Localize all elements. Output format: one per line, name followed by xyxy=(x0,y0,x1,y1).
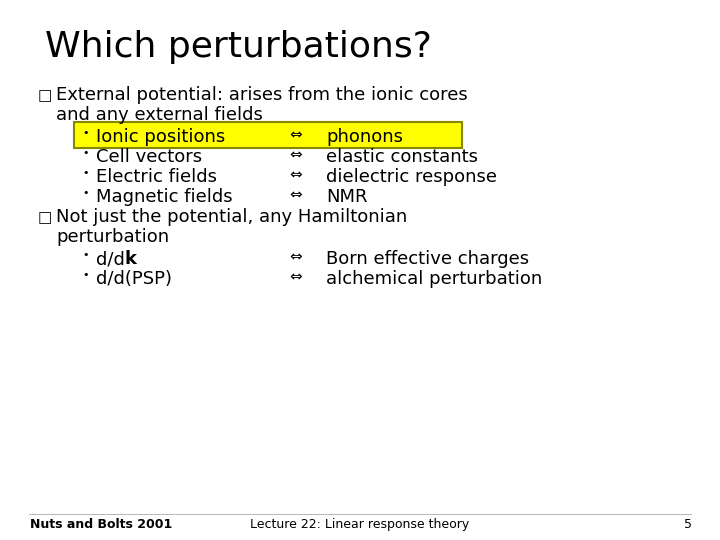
Text: Nuts and Bolts 2001: Nuts and Bolts 2001 xyxy=(30,518,172,531)
Text: ⇔: ⇔ xyxy=(289,188,302,203)
Text: d/d: d/d xyxy=(96,250,125,268)
Text: d/d(PSP): d/d(PSP) xyxy=(96,270,172,288)
FancyBboxPatch shape xyxy=(74,122,462,148)
Text: Born effective charges: Born effective charges xyxy=(326,250,529,268)
Text: •: • xyxy=(82,168,89,178)
Text: 5: 5 xyxy=(684,518,692,531)
Text: Not just the potential, any Hamiltonian: Not just the potential, any Hamiltonian xyxy=(56,208,408,226)
Text: ⇔: ⇔ xyxy=(289,128,302,143)
Text: Ionic positions: Ionic positions xyxy=(96,128,225,146)
Text: and any external fields: and any external fields xyxy=(56,106,263,124)
Text: •: • xyxy=(82,188,89,198)
Text: dielectric response: dielectric response xyxy=(326,168,497,186)
Text: □: □ xyxy=(38,88,53,103)
Text: •: • xyxy=(82,148,89,158)
Text: •: • xyxy=(82,270,89,280)
Text: □: □ xyxy=(38,210,53,225)
Text: NMR: NMR xyxy=(326,188,367,206)
Text: perturbation: perturbation xyxy=(56,228,169,246)
Text: alchemical perturbation: alchemical perturbation xyxy=(326,270,542,288)
Text: Magnetic fields: Magnetic fields xyxy=(96,188,233,206)
Text: ⇔: ⇔ xyxy=(289,250,302,265)
Text: Which perturbations?: Which perturbations? xyxy=(45,30,432,64)
Text: Electric fields: Electric fields xyxy=(96,168,217,186)
Text: elastic constants: elastic constants xyxy=(326,148,478,166)
Text: ⇔: ⇔ xyxy=(289,148,302,163)
Text: Cell vectors: Cell vectors xyxy=(96,148,202,166)
Text: phonons: phonons xyxy=(326,128,403,146)
Text: Lecture 22: Linear response theory: Lecture 22: Linear response theory xyxy=(251,518,469,531)
Text: •: • xyxy=(82,128,89,138)
Text: External potential: arises from the ionic cores: External potential: arises from the ioni… xyxy=(56,86,468,104)
Text: k: k xyxy=(124,250,136,268)
Text: •: • xyxy=(82,250,89,260)
Text: ⇔: ⇔ xyxy=(289,270,302,285)
Text: ⇔: ⇔ xyxy=(289,168,302,183)
